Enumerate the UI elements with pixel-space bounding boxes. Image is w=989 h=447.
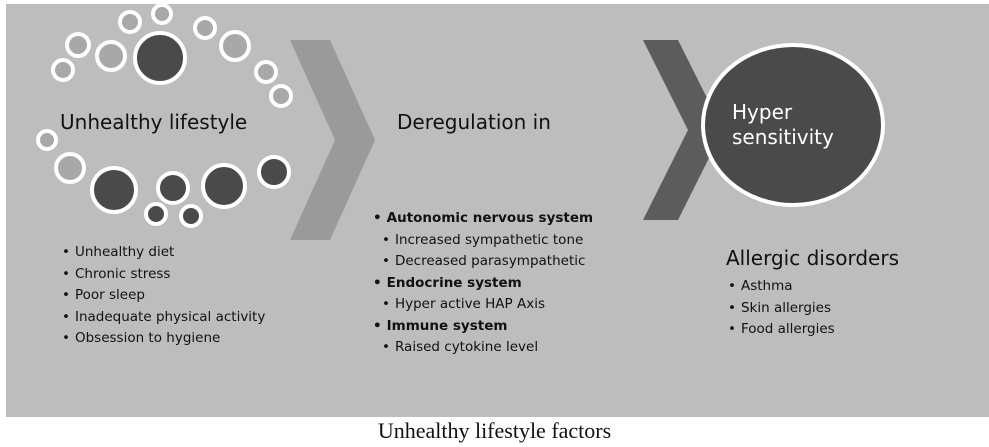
stage2-deregulation-item: Raised cytokine level [373,337,593,359]
bubble-decoration [133,31,187,85]
hyper-sensitivity-circle [701,43,885,207]
arrow-chevron-1 [290,40,375,240]
bubble-ring [36,3,293,228]
stage1-factor-item: Chronic stress [62,264,265,286]
stage2-deregulation-item: Immune system [373,316,593,338]
bubble-decoration [257,155,291,189]
bubble-decoration [90,166,138,214]
bubble-decoration [156,171,190,205]
stage3-disorder-item: Skin allergies [728,298,835,320]
stage3-title: Hyper sensitivity [732,100,834,149]
bubble-decoration [193,16,217,40]
figure-caption: Unhealthy lifestyle factors [377,418,612,443]
stage3-disorder-list: AsthmaSkin allergiesFood allergies [728,276,835,341]
bubble-decoration [151,3,173,25]
stage2-deregulation-item: Increased sympathetic tone [373,230,593,252]
bubble-decoration [254,60,278,84]
stage1-factor-item: Poor sleep [62,285,265,307]
bubble-decoration [65,32,91,58]
bubble-decoration [36,129,58,151]
stage1-factor-item: Inadequate physical activity [62,307,265,329]
stage3-subtitle: Allergic disorders [726,246,899,270]
stage2-deregulation-item: Hyper active HAP Axis [373,294,593,316]
bubble-decoration [54,152,86,184]
stage1-title: Unhealthy lifestyle [60,110,248,134]
bubble-decoration [144,202,168,226]
stage3-disorder-item: Asthma [728,276,835,298]
stage2-title: Deregulation in [397,110,551,134]
stage1-factor-list: Unhealthy dietChronic stressPoor sleepIn… [62,242,265,350]
stage2-deregulation-item: Decreased parasympathetic [373,251,593,273]
bubble-decoration [179,204,203,228]
bubble-decoration [118,10,142,34]
stage3-disorder-item: Food allergies [728,319,835,341]
bubble-decoration [51,58,75,82]
bubble-decoration [201,163,247,209]
bubble-decoration [219,30,251,62]
stage2-deregulation-item: Autonomic nervous system [373,208,593,230]
stage1-factor-item: Unhealthy diet [62,242,265,264]
stage2-deregulation-item: Endocrine system [373,273,593,295]
bubble-decoration [269,84,293,108]
stage2-deregulation-list: Autonomic nervous systemIncreased sympat… [373,208,593,359]
bubble-decoration [95,40,127,72]
stage1-factor-item: Obsession to hygiene [62,328,265,350]
